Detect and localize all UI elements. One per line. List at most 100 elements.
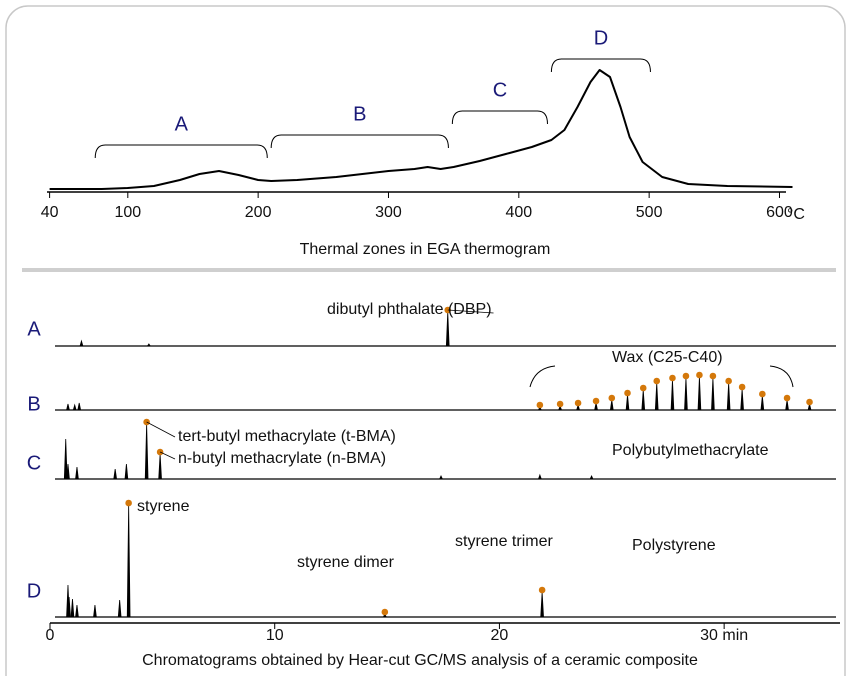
x-tick-label: 300: [375, 204, 402, 221]
x-tick-label: 400: [505, 204, 532, 221]
peak-marker: [538, 586, 546, 594]
peak: [117, 599, 122, 618]
peak-marker: [125, 499, 132, 507]
peak: [726, 382, 731, 411]
region-label: Polybutylmethacrylate: [612, 442, 769, 459]
zone-label: A: [175, 113, 189, 135]
peak: [144, 423, 149, 480]
zone-label: C: [493, 79, 507, 101]
peak: [654, 382, 659, 411]
peak-marker: [639, 384, 647, 392]
peak: [589, 475, 594, 480]
row-label: A: [27, 318, 41, 340]
peak-marker: [682, 372, 690, 380]
wax-bracket-right: [769, 365, 794, 388]
peak: [66, 403, 70, 411]
peak-marker: [738, 383, 746, 391]
zone-bracket: [550, 58, 651, 73]
annotation: styrene: [137, 498, 190, 515]
peak: [438, 475, 444, 480]
x-tick-label: 600: [766, 204, 793, 221]
peak-marker: [806, 398, 813, 406]
peak: [537, 473, 542, 480]
wax-bracket-left: [529, 365, 556, 388]
peak: [63, 438, 68, 480]
peak: [594, 402, 598, 411]
peak-marker: [592, 397, 600, 405]
zone-label: D: [594, 27, 608, 49]
peak-marker: [624, 389, 631, 397]
x-tick-label: 100: [114, 204, 141, 221]
row-label: B: [27, 393, 40, 415]
peak: [576, 403, 581, 411]
peak-marker: [669, 374, 676, 382]
peak: [146, 343, 152, 347]
peak: [124, 463, 129, 480]
peak-marker: [608, 394, 616, 402]
region-label: Polystyrene: [632, 537, 716, 554]
annotation-pointer: [159, 451, 176, 460]
annotation-pointer: [447, 309, 494, 314]
peak-marker: [653, 377, 661, 385]
peak-marker: [783, 394, 791, 402]
peak-marker: [696, 371, 703, 379]
peak: [79, 339, 84, 347]
peak: [760, 395, 765, 411]
peak-marker: [709, 372, 717, 380]
peak: [158, 453, 162, 480]
peak: [609, 399, 614, 411]
peak-marker: [759, 390, 766, 398]
annotation: n-butyl methacrylate (n-BMA): [178, 450, 386, 467]
peak: [126, 504, 131, 618]
frame: [5, 5, 846, 676]
peak: [641, 389, 646, 411]
peak: [684, 377, 688, 411]
peak: [558, 404, 563, 411]
peak: [785, 399, 789, 411]
peak: [537, 406, 542, 411]
peak: [540, 591, 544, 618]
peak: [807, 403, 812, 411]
top-xlabel: Thermal zones in EGA thermogram: [300, 241, 551, 258]
peak: [67, 596, 71, 618]
zone-bracket: [270, 134, 449, 149]
x-tick-label: 40: [41, 204, 59, 221]
bottom-xlabel: Chromatograms obtained by Hear-cut GC/MS…: [142, 652, 698, 669]
x-tick-label: 30 min: [700, 627, 748, 644]
peak: [66, 463, 70, 480]
x-unit: °C: [787, 206, 805, 223]
row-label: C: [27, 452, 41, 474]
zone-label: B: [353, 103, 366, 125]
peak-marker: [536, 401, 544, 409]
annotation: dibutyl phthalate (DBP): [327, 301, 492, 318]
peak: [382, 613, 387, 618]
annotation: styrene trimer: [455, 533, 553, 550]
peak: [70, 598, 75, 618]
annotation: tert-butyl methacrylate (t-BMA): [178, 428, 396, 445]
peak-marker: [574, 399, 582, 407]
region-label: Wax (C25-C40): [612, 349, 723, 366]
peak: [697, 376, 702, 411]
x-tick-label: 200: [245, 204, 272, 221]
peak: [740, 388, 744, 411]
zone-bracket: [94, 144, 268, 159]
peak: [77, 402, 82, 411]
x-tick-label: 10: [266, 627, 284, 644]
peak: [75, 604, 79, 618]
row-label: D: [27, 580, 41, 602]
peak-marker: [381, 608, 389, 616]
thermogram-line: [49, 69, 793, 190]
peak: [93, 604, 97, 618]
peak: [625, 394, 630, 411]
peak: [72, 403, 77, 411]
peak-marker: [556, 400, 564, 408]
annotation: styrene dimer: [297, 554, 395, 571]
peak: [445, 311, 450, 347]
annotation-pointer: [146, 421, 176, 438]
zone-bracket: [451, 110, 548, 125]
peak: [75, 466, 79, 480]
peak: [711, 377, 715, 411]
peak: [670, 379, 675, 411]
x-tick-label: 20: [491, 627, 509, 644]
